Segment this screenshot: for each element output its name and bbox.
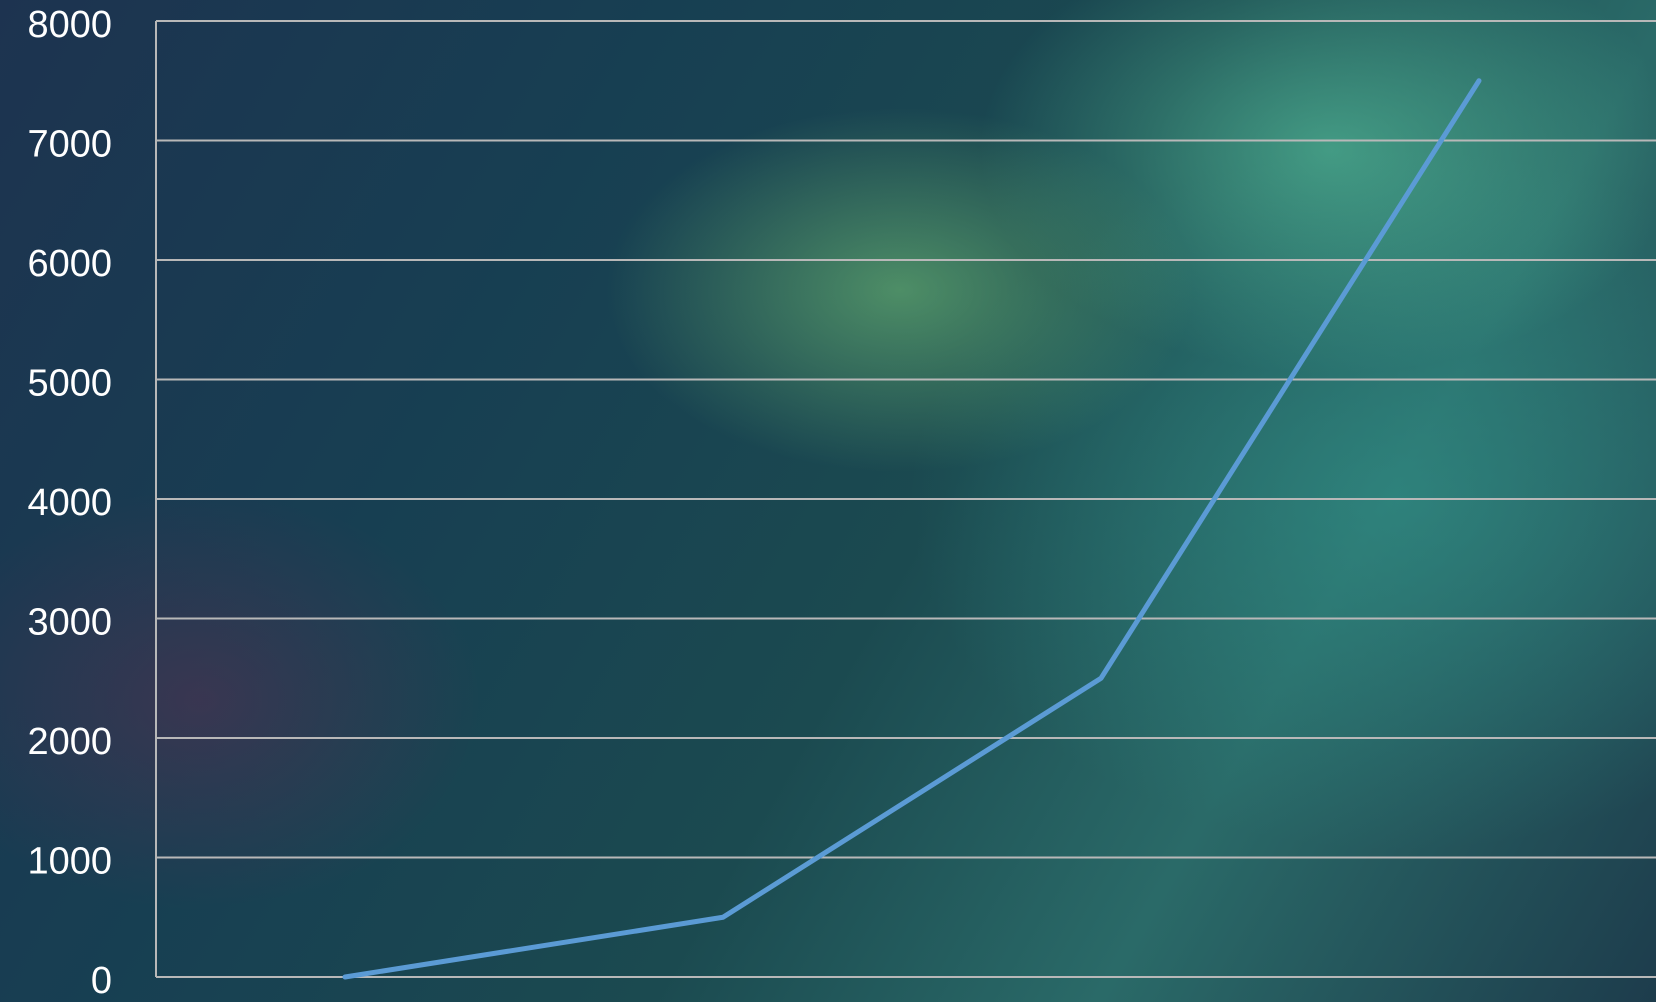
data-line [342, 78, 1482, 980]
y-tick-label: 3000 [27, 602, 112, 644]
y-tick-label: 7000 [27, 124, 112, 166]
y-tick-label: 2000 [27, 721, 112, 763]
y-tick-label: 6000 [27, 243, 112, 285]
y-tick-label: 1000 [27, 841, 112, 883]
y-tick-label: 4000 [27, 482, 112, 524]
y-tick-label: 0 [91, 960, 112, 1002]
y-tick-label: 5000 [27, 363, 112, 405]
y-tick-label: 8000 [27, 4, 112, 46]
